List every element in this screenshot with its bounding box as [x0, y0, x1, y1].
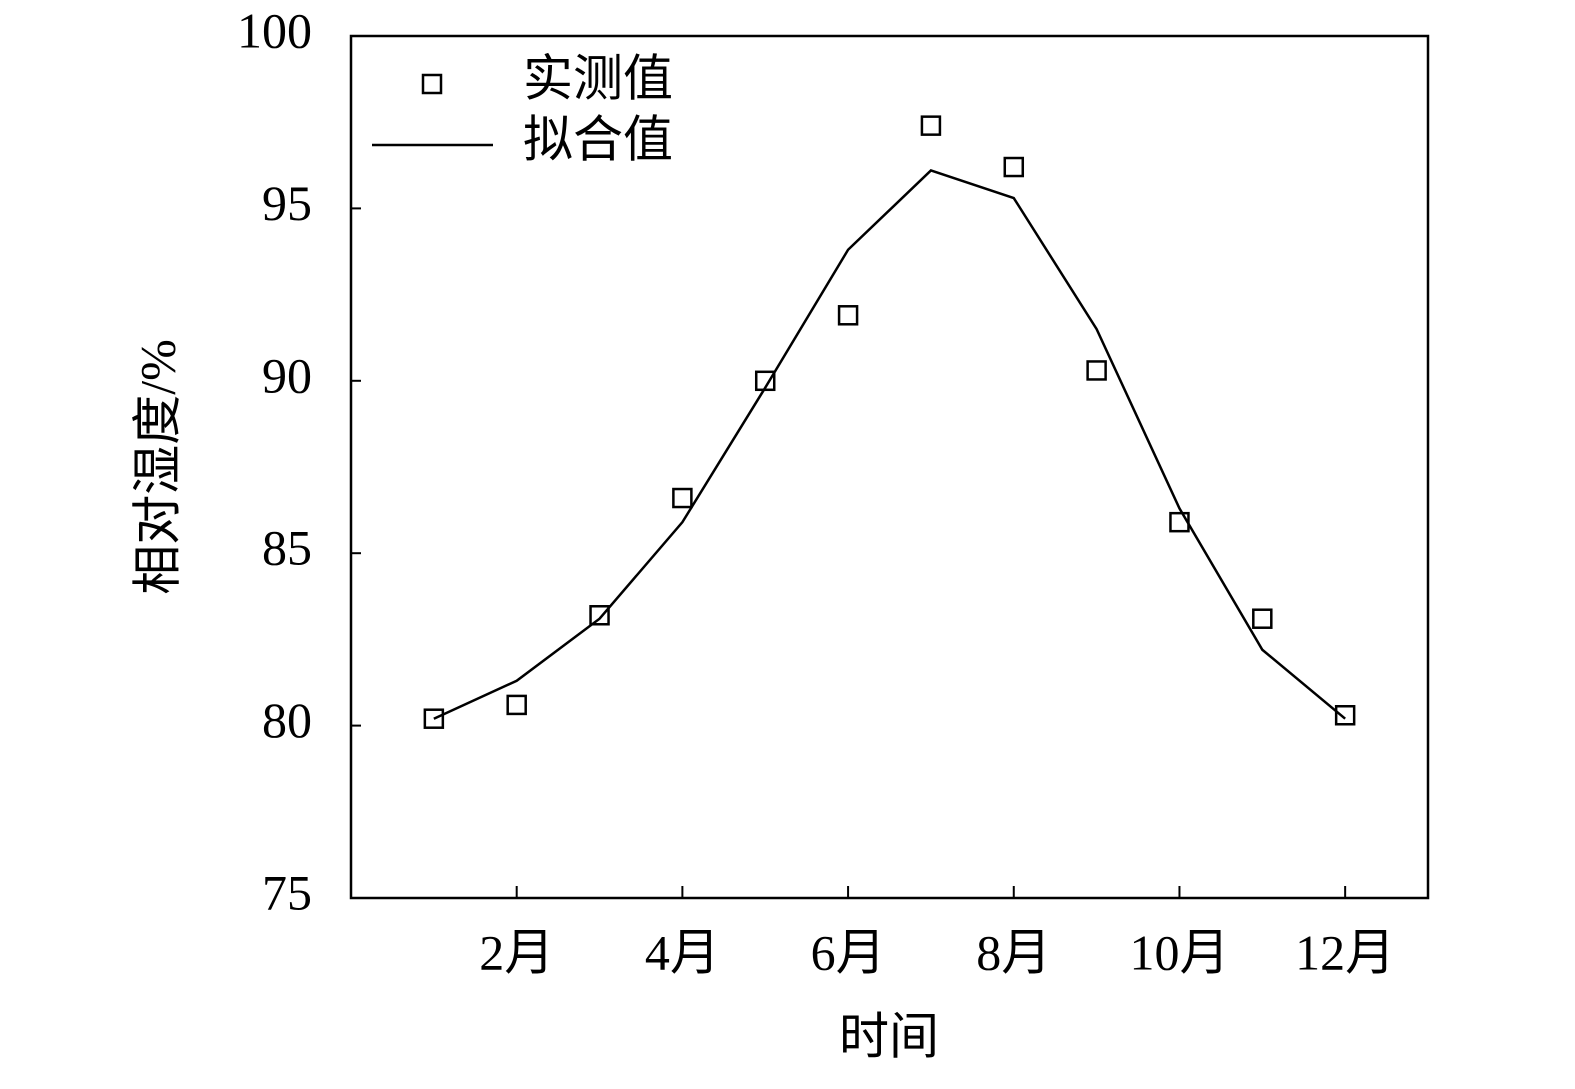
x-tick-label: 12月	[1295, 924, 1395, 980]
data-point	[1334, 705, 1356, 726]
data-point	[920, 115, 942, 136]
y-tick-label: 90	[262, 347, 312, 403]
x-tick-label: 2月	[479, 924, 554, 980]
data-point	[1086, 360, 1107, 381]
plot-frame	[349, 34, 1430, 900]
y-tick-label: 80	[262, 692, 312, 748]
y-tick-label: 95	[262, 175, 312, 231]
legend-label: 实测值	[523, 50, 673, 106]
data-point	[837, 305, 859, 326]
fit-line	[433, 169, 1346, 720]
y-tick-label: 85	[262, 520, 312, 576]
data-point	[1003, 156, 1025, 178]
x-axis-label: 时间	[839, 1008, 939, 1064]
x-tick-label: 4月	[645, 924, 720, 980]
x-tick-label: 8月	[976, 924, 1051, 980]
data-point	[1252, 608, 1273, 629]
y-tick-label: 100	[237, 2, 312, 58]
data-point	[672, 487, 693, 509]
x-tick-label: 10月	[1129, 924, 1229, 980]
legend-marker	[421, 73, 443, 95]
x-tick-label: 6月	[811, 924, 886, 980]
legend-label: 拟合值	[523, 111, 673, 167]
y-axis-label: 相对湿度/%	[129, 339, 185, 595]
data-point	[589, 605, 610, 626]
data-point	[506, 694, 527, 716]
data-point	[1169, 511, 1190, 533]
y-tick-label: 75	[262, 864, 312, 920]
